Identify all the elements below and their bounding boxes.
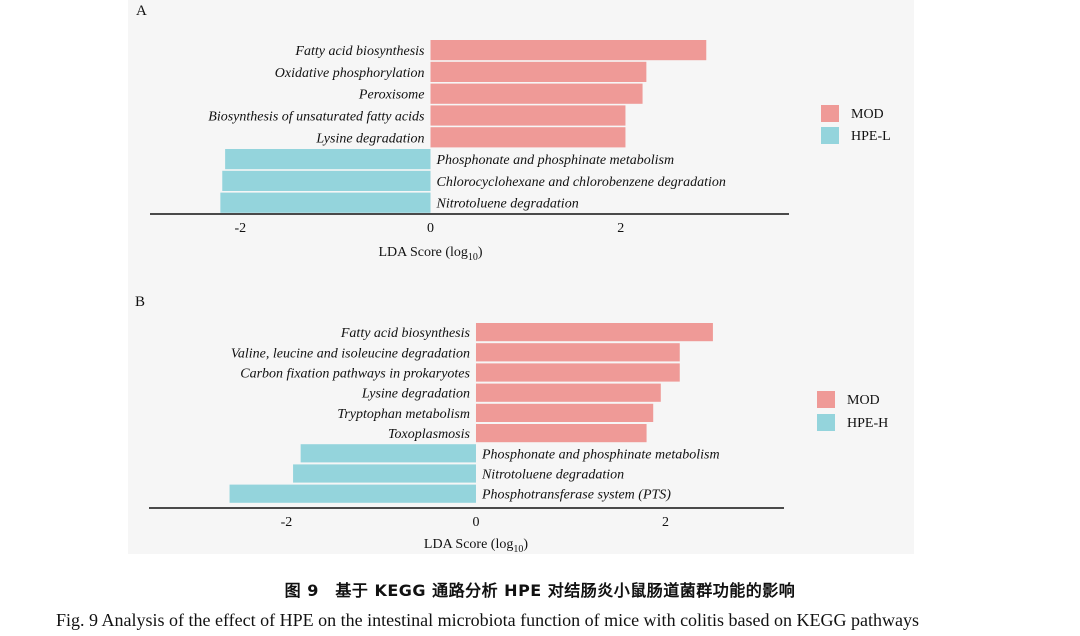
chart-b: Fatty acid biosynthesis Valine, leucine a… bbox=[149, 323, 888, 555]
chart-b-label-phosphotransferase-system-pts: Phosphotransferase system (PTS) bbox=[481, 488, 671, 503]
caption-english: Fig. 9 Analysis of the effect of HPE on … bbox=[56, 610, 919, 631]
chart-b-bar-valine-leucine-and-isoleucine-degradation bbox=[475, 343, 680, 362]
chart-a-label-oxidative-phosphorylation: Oxidative phosphorylation bbox=[275, 66, 425, 81]
chart-b-legend-swatch-hpe-h bbox=[817, 414, 835, 431]
chart-a-bar-chlorocyclohexane-and-chlorobenzene-degradation bbox=[222, 170, 431, 191]
caption-fig-number: Fig. 9 bbox=[56, 610, 99, 630]
chart-b-bar-tryptophan-metabolism bbox=[475, 403, 654, 422]
chart-a-label-chlorocyclohexane-and-chlorobenzene-degradation: Chlorocyclohexane and chlorobenzene degr… bbox=[437, 175, 726, 190]
chart-b-legend-label-hpe-h: HPE-H bbox=[847, 416, 888, 431]
chart-b-label-valine-leucine-and-isoleucine-degradation: Valine, leucine and isoleucine degradati… bbox=[231, 346, 470, 361]
chart-b-bar-fatty-acid-biosynthesis bbox=[475, 323, 713, 342]
chart-b-tick-2: 2 bbox=[662, 515, 669, 530]
chart-b-label-tryptophan-metabolism: Tryptophan metabolism bbox=[337, 407, 470, 422]
chart-a-label-peroxisome: Peroxisome bbox=[358, 88, 425, 103]
chart-b-label-fatty-acid-biosynthesis: Fatty acid biosynthesis bbox=[340, 326, 471, 341]
chart-b-bar-phosphotransferase-system-pts bbox=[229, 484, 476, 503]
chart-b-legend-swatch-mod bbox=[817, 391, 835, 408]
chart-b-bar-lysine-degradation bbox=[475, 383, 661, 402]
chart-b-label-nitrotoluene-degradation: Nitrotoluene degradation bbox=[481, 468, 624, 483]
chart-a-label-lysine-degradation: Lysine degradation bbox=[315, 131, 424, 146]
chart-a-label-phosphonate-and-phosphinate-metabolism: Phosphonate and phosphinate metabolism bbox=[436, 153, 675, 168]
chart-a-label-fatty-acid-biosynthesis: Fatty acid biosynthesis bbox=[294, 44, 425, 59]
chart-a-bar-biosynthesis-of-unsaturated-fatty-acids bbox=[430, 105, 626, 126]
panel-letter-a: A bbox=[136, 3, 147, 19]
chart-a-label-biosynthesis-of-unsaturated-fatty-acids: Biosynthesis of unsaturated fatty acids bbox=[208, 110, 425, 125]
chart-a: Fatty acid biosynthesis Oxidative phospho… bbox=[150, 40, 891, 263]
lda-figure: A B Fatty acid biosynthesis Oxidative pho… bbox=[135, 3, 891, 555]
chart-b-tick-neg2: -2 bbox=[281, 515, 293, 530]
chart-b-x-axis-label: LDA Score (log10) bbox=[424, 537, 528, 555]
chart-a-bar-oxidative-phosphorylation bbox=[430, 61, 647, 82]
chart-a-bar-phosphonate-and-phosphinate-metabolism bbox=[225, 149, 431, 170]
chart-a-legend-swatch-mod bbox=[821, 105, 839, 122]
chart-a-legend-label-hpe-l: HPE-L bbox=[851, 129, 891, 144]
chart-b-label-lysine-degradation: Lysine degradation bbox=[361, 387, 470, 402]
chart-b-legend-label-mod: MOD bbox=[847, 393, 880, 408]
chart-b-label-carbon-fixation-pathways-in-prokaryotes: Carbon fixation pathways in prokaryotes bbox=[240, 367, 470, 382]
chart-a-bar-fatty-acid-biosynthesis bbox=[430, 40, 707, 61]
chart-b-label-phosphonate-and-phosphinate-metabolism: Phosphonate and phosphinate metabolism bbox=[481, 447, 720, 462]
caption-chinese: 图 9 基于 KEGG 通路分析 HPE 对结肠炎小鼠肠道菌群功能的影响 bbox=[284, 581, 796, 600]
chart-a-tick-2: 2 bbox=[617, 221, 624, 236]
chart-b-bar-toxoplasmosis bbox=[475, 424, 647, 443]
panel-letter-b: B bbox=[135, 294, 145, 310]
chart-a-legend-swatch-hpe-l bbox=[821, 127, 839, 144]
chart-a-tick-neg2: -2 bbox=[234, 221, 246, 236]
chart-a-x-axis-label: LDA Score (log10) bbox=[378, 245, 482, 263]
caption-english-text: Analysis of the effect of HPE on the int… bbox=[101, 610, 920, 630]
chart-a-label-nitrotoluene-degradation: Nitrotoluene degradation bbox=[436, 197, 579, 212]
chart-b-label-toxoplasmosis: Toxoplasmosis bbox=[388, 427, 471, 442]
chart-a-tick-0: 0 bbox=[427, 221, 434, 236]
chart-a-legend-label-mod: MOD bbox=[851, 107, 884, 122]
chart-a-bar-peroxisome bbox=[430, 83, 643, 104]
chart-a-bar-nitrotoluene-degradation bbox=[220, 192, 431, 213]
chart-b-bar-carbon-fixation-pathways-in-prokaryotes bbox=[475, 363, 680, 382]
chart-a-bar-lysine-degradation bbox=[430, 127, 626, 148]
chart-b-tick-0: 0 bbox=[472, 515, 479, 530]
chart-b-bar-phosphonate-and-phosphinate-metabolism bbox=[300, 444, 476, 463]
chart-b-bar-nitrotoluene-degradation bbox=[293, 464, 476, 483]
